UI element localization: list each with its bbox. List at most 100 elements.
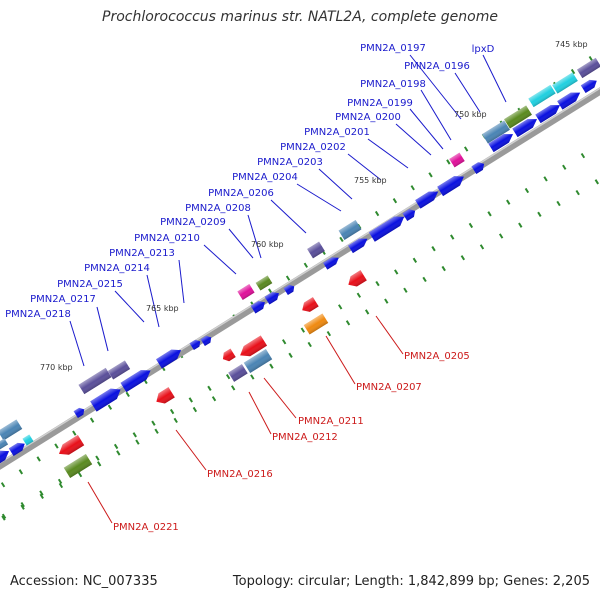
- gene-label-forward[interactable]: PMN2A_0213: [109, 248, 175, 259]
- tick-dot: [1, 515, 6, 521]
- gene-label-forward[interactable]: PMN2A_0215: [57, 279, 123, 290]
- cds-forward[interactable]: [189, 338, 203, 351]
- gene-label-reverse[interactable]: PMN2A_0221: [113, 522, 179, 533]
- cds-forward[interactable]: [512, 115, 539, 138]
- tick-dot: [0, 482, 6, 488]
- axis-label: 760 kbp: [251, 240, 284, 249]
- cds-forward[interactable]: [0, 446, 12, 470]
- cds-reverse[interactable]: [299, 297, 319, 315]
- gene-label-forward[interactable]: PMN2A_0204: [232, 172, 298, 183]
- cds-forward[interactable]: [535, 101, 562, 124]
- tick-dot: [230, 385, 236, 391]
- cog-feature[interactable]: [504, 105, 532, 129]
- cds-forward[interactable]: [264, 289, 282, 305]
- cds-forward[interactable]: [488, 130, 515, 153]
- tick-dot: [300, 327, 306, 333]
- tick-dot: [97, 461, 102, 467]
- cds-reverse[interactable]: [237, 335, 268, 360]
- cog-feature[interactable]: [78, 367, 112, 395]
- cds-reverse[interactable]: [220, 348, 236, 364]
- gene-label-forward[interactable]: PMN2A_0217: [30, 294, 96, 305]
- cog-feature[interactable]: [528, 84, 556, 108]
- cds-forward[interactable]: [415, 187, 441, 209]
- cog-feature-shading: [243, 349, 273, 373]
- gene-label-forward[interactable]: PMN2A_0218: [5, 309, 71, 320]
- cds-forward[interactable]: [471, 160, 487, 174]
- cds-forward[interactable]: [437, 172, 467, 197]
- gene-label-forward[interactable]: PMN2A_0209: [160, 217, 226, 228]
- cds-forward[interactable]: [557, 88, 583, 110]
- cog-feature[interactable]: [237, 284, 255, 300]
- tick-dot: [594, 179, 600, 185]
- gene-label-forward-leader: [367, 138, 409, 169]
- cog-feature[interactable]: [449, 152, 465, 168]
- cog-feature[interactable]: [307, 241, 325, 259]
- gene-label-reverse[interactable]: PMN2A_0212: [272, 432, 338, 443]
- cds-forward[interactable]: [368, 212, 407, 242]
- cds-forward[interactable]: [348, 235, 370, 254]
- gene-label-forward[interactable]: PMN2A_0210: [134, 233, 200, 244]
- gene-label-forward[interactable]: PMN2A_0208: [185, 203, 251, 214]
- cog-feature-shading: [338, 220, 362, 240]
- tick-dot: [339, 236, 344, 243]
- gene-label-forward[interactable]: PMN2A_0200: [335, 112, 401, 123]
- gene-label-reverse[interactable]: PMN2A_0211: [298, 416, 364, 427]
- cog-feature[interactable]: [107, 360, 131, 380]
- gene-label-forward[interactable]: PMN2A_0203: [257, 157, 323, 168]
- tick-dot: [580, 152, 586, 159]
- gene-label-forward[interactable]: PMN2A_0214: [84, 263, 150, 274]
- cds-forward[interactable]: [402, 207, 418, 221]
- cds-forward[interactable]: [580, 77, 599, 94]
- tick-dot: [20, 504, 25, 510]
- cds-forward[interactable]: [250, 298, 268, 314]
- gene-label-forward[interactable]: lpxD: [472, 44, 495, 55]
- cog-feature[interactable]: [63, 454, 93, 478]
- tick-dot: [588, 55, 594, 62]
- gene-label-reverse[interactable]: PMN2A_0207: [356, 382, 422, 393]
- cds-forward[interactable]: [90, 384, 123, 412]
- gene-label-forward[interactable]: PMN2A_0197: [360, 43, 426, 54]
- cds-reverse[interactable]: [345, 270, 367, 290]
- cds-forward-shading: [73, 407, 85, 419]
- cog-feature[interactable]: [338, 220, 362, 240]
- gene-label-forward-leader: [395, 123, 432, 156]
- cog-feature[interactable]: [22, 434, 34, 446]
- cds-forward[interactable]: [73, 406, 87, 419]
- label-leader-lines: [69, 54, 507, 524]
- cds-forward[interactable]: [323, 254, 341, 270]
- tick-dot: [307, 341, 312, 348]
- cog-feature[interactable]: [552, 72, 578, 94]
- cds-forward[interactable]: [200, 334, 214, 347]
- cds-forward[interactable]: [283, 283, 297, 296]
- cds-forward[interactable]: [120, 366, 154, 393]
- gene-label-reverse[interactable]: PMN2A_0205: [404, 351, 470, 362]
- cog-feature-shading: [0, 438, 9, 450]
- gene-label-reverse-leader: [248, 391, 272, 435]
- cds-forward-shading: [8, 442, 25, 457]
- gene-label-forward[interactable]: PMN2A_0206: [208, 188, 274, 199]
- gene-label-forward[interactable]: PMN2A_0199: [347, 98, 413, 109]
- gene-label-forward[interactable]: PMN2A_0202: [280, 142, 346, 153]
- gene-label-forward[interactable]: PMN2A_0198: [360, 79, 426, 90]
- cog-feature[interactable]: [303, 313, 329, 335]
- gene-label-forward-leader: [96, 306, 109, 352]
- cds-reverse[interactable]: [153, 387, 175, 407]
- cog-feature[interactable]: [243, 349, 273, 373]
- cog-feature[interactable]: [255, 275, 273, 291]
- cog-feature-shading: [552, 72, 578, 94]
- gene-label-forward[interactable]: PMN2A_0196: [404, 61, 470, 72]
- gene-label-reverse[interactable]: PMN2A_0216: [207, 469, 273, 480]
- cog-feature[interactable]: [0, 419, 23, 441]
- gene-label-forward[interactable]: PMN2A_0201: [304, 127, 370, 138]
- backbone-line: [0, 87, 600, 470]
- cds-forward[interactable]: [156, 345, 184, 369]
- cds-forward[interactable]: [8, 440, 27, 457]
- cog-feature[interactable]: [0, 438, 9, 450]
- gene-label-forward-leader: [247, 214, 262, 259]
- tick-dot: [250, 374, 255, 380]
- cog-feature[interactable]: [482, 120, 510, 144]
- cog-feature[interactable]: [228, 364, 248, 382]
- cog-feature[interactable]: [577, 57, 600, 79]
- cds-reverse[interactable]: [56, 435, 85, 459]
